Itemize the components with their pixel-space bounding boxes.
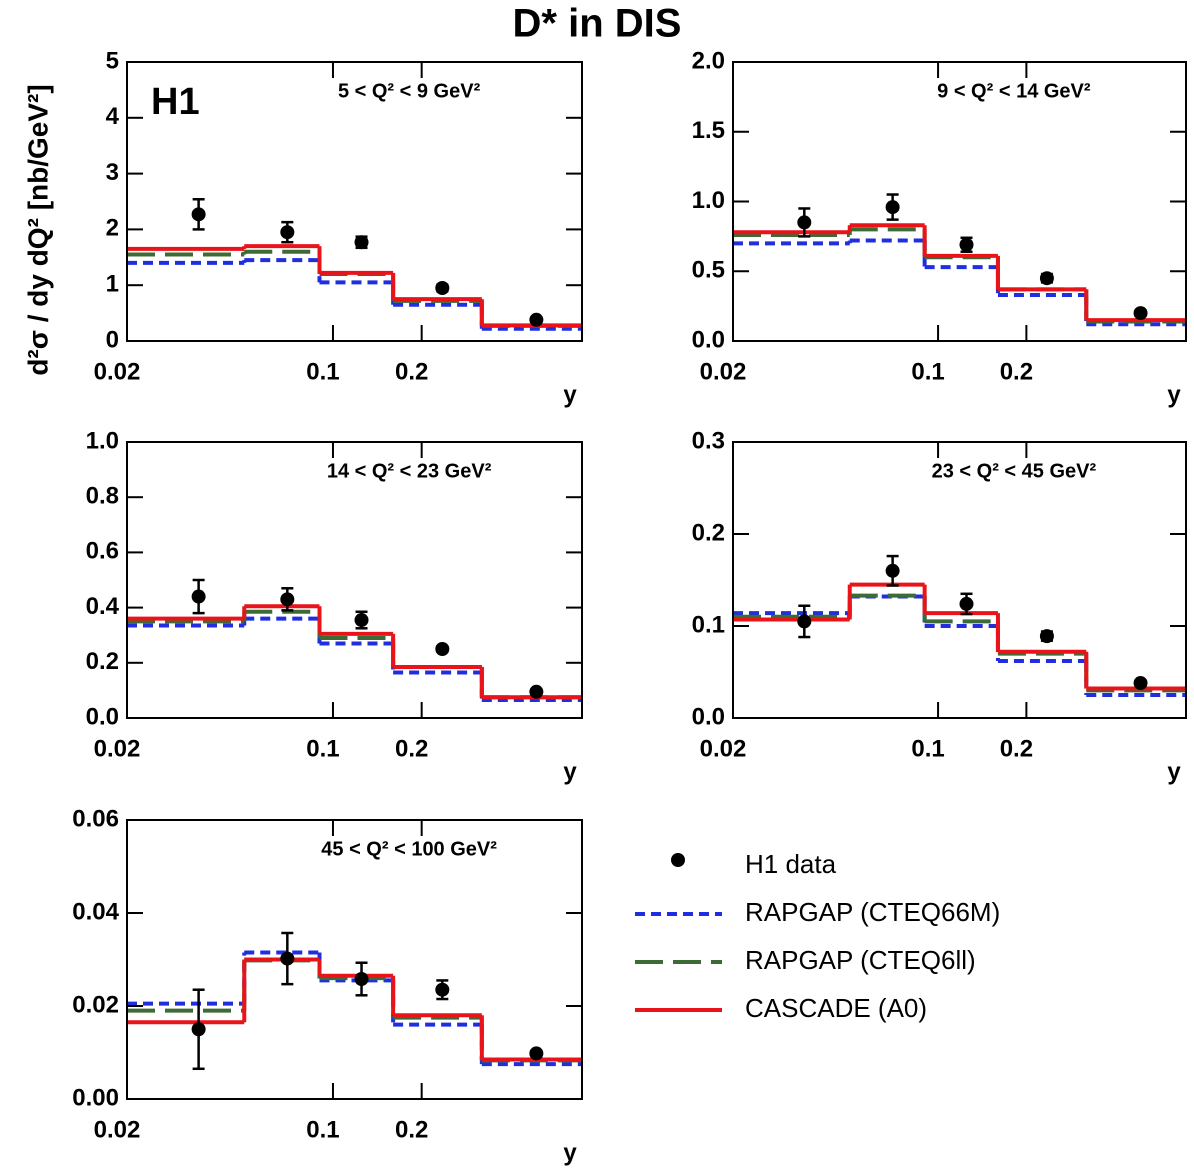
data-point — [354, 613, 369, 628]
x-tick-label: 0.2 — [395, 735, 428, 762]
y-tick-label: 0.02 — [72, 991, 119, 1018]
x-tick-label: 0.02 — [94, 1116, 141, 1143]
y-tick-label: 0.0 — [692, 326, 725, 353]
data-point — [435, 642, 450, 656]
data-point — [1133, 676, 1148, 691]
y-tick-label: 1.0 — [692, 187, 725, 214]
data-point — [435, 982, 450, 997]
data-point — [959, 237, 974, 252]
y-tick-label: 4 — [106, 103, 120, 130]
x-tick-label: 0.2 — [1000, 358, 1033, 385]
data-point — [1133, 306, 1148, 321]
y-tick-label: 0.0 — [692, 703, 725, 730]
y-tick-label: 0.4 — [86, 593, 120, 620]
data-point — [529, 684, 544, 699]
x-tick-label: 0.2 — [1000, 735, 1033, 762]
legend-label: CASCADE (A0) — [745, 993, 927, 1023]
data-point — [959, 596, 974, 611]
y-tick-label: 0.0 — [86, 703, 119, 730]
data-point — [280, 225, 295, 240]
y-tick-label: 0 — [106, 326, 119, 353]
x-axis-label: y — [1167, 758, 1181, 785]
panel-label: 14 < Q² < 23 GeV² — [327, 460, 492, 482]
x-tick-label: 0.1 — [306, 358, 339, 385]
y-tick-label: 5 — [106, 47, 119, 74]
legend-marker — [671, 853, 685, 867]
plot-frame — [732, 61, 1187, 342]
plot-frame — [732, 441, 1187, 719]
data-point — [797, 614, 812, 629]
x-tick-label: 0.02 — [700, 735, 747, 762]
data-point — [354, 972, 369, 987]
x-tick-label: 0.2 — [395, 1116, 428, 1143]
y-tick-label: 0.06 — [72, 805, 119, 832]
data-point — [435, 280, 450, 295]
data-point — [191, 1022, 206, 1037]
panel-label: 23 < Q² < 45 GeV² — [932, 460, 1097, 482]
data-point — [885, 563, 900, 578]
x-axis-label: y — [563, 758, 577, 785]
x-tick-label: 0.1 — [306, 735, 339, 762]
data-point — [885, 200, 900, 215]
x-tick-label: 0.1 — [306, 1116, 339, 1143]
x-axis-label: y — [563, 381, 577, 408]
data-point — [354, 235, 369, 250]
y-tick-label: 0.3 — [692, 427, 725, 454]
data-point — [1039, 629, 1054, 644]
data-point — [191, 207, 206, 222]
y-tick-label: 0.5 — [692, 257, 725, 284]
plot-frame — [126, 61, 583, 342]
x-tick-label: 0.02 — [700, 358, 747, 385]
data-point — [529, 1046, 544, 1061]
y-tick-label: 2 — [106, 215, 119, 242]
x-tick-label: 0.02 — [94, 735, 141, 762]
figure-title: D* in DIS — [513, 2, 682, 46]
x-tick-label: 0.1 — [911, 735, 944, 762]
y-tick-label: 2.0 — [692, 47, 725, 74]
panel-label: 5 < Q² < 9 GeV² — [338, 80, 481, 102]
experiment-logo: H1 — [151, 81, 200, 123]
x-axis-label: y — [563, 1139, 577, 1166]
y-tick-label: 0.8 — [86, 483, 119, 510]
y-tick-label: 0.1 — [692, 611, 725, 638]
panel-label: 45 < Q² < 100 GeV² — [321, 838, 497, 860]
y-tick-label: 0.2 — [86, 648, 119, 675]
data-point — [280, 592, 295, 607]
panel-label: 9 < Q² < 14 GeV² — [937, 80, 1091, 102]
y-tick-label: 0.2 — [692, 519, 725, 546]
y-tick-label: 0.00 — [72, 1084, 119, 1111]
data-point — [1039, 271, 1054, 286]
y-tick-label: 0.04 — [72, 898, 119, 925]
x-tick-label: 0.2 — [395, 358, 428, 385]
x-tick-label: 0.1 — [911, 358, 944, 385]
data-point — [797, 215, 812, 230]
data-point — [280, 951, 295, 966]
plot-frame — [126, 441, 583, 719]
y-axis-label: d²σ / dy dQ² [nb/GeV²] — [22, 84, 53, 375]
y-tick-label: 1.5 — [692, 117, 725, 144]
y-tick-label: 1.0 — [86, 427, 119, 454]
x-axis-label: y — [1167, 381, 1181, 408]
legend-label: H1 data — [745, 849, 837, 879]
y-tick-label: 0.6 — [86, 538, 119, 565]
legend-label: RAPGAP (CTEQ6ll) — [745, 945, 976, 975]
data-point — [191, 589, 206, 604]
x-tick-label: 0.02 — [94, 358, 141, 385]
y-tick-label: 1 — [106, 271, 119, 298]
data-point — [529, 312, 544, 327]
plot-frame — [126, 819, 583, 1100]
y-tick-label: 3 — [106, 159, 119, 186]
legend-label: RAPGAP (CTEQ66M) — [745, 897, 1000, 927]
